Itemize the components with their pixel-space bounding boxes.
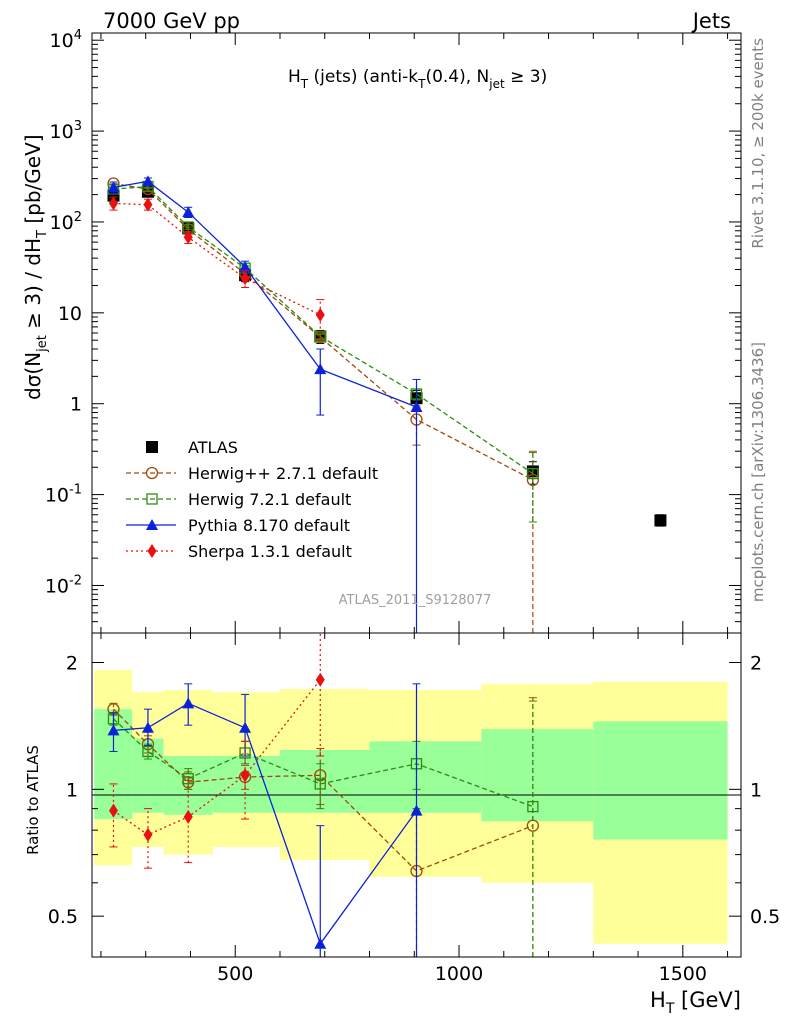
ratio-point-herwig-7-2-1-default xyxy=(182,773,194,785)
ratio-point-sherpa-1-3-1-default xyxy=(143,827,153,842)
ratio-point-pythia-8-170-default xyxy=(107,724,120,736)
main-point-pythia-8-170-default xyxy=(239,260,252,272)
main-line-pythia-8-170-default xyxy=(113,180,417,408)
main-point-sherpa-1-3-1-default xyxy=(315,307,325,322)
ratio-point-sherpa-1-3-1-default xyxy=(108,803,118,818)
legend-entry-herwig-7-2-1-default: Herwig 7.2.1 default xyxy=(126,490,351,509)
main-panel: 10-2 10-1 1 10 102 103 104 HT (jets) (anti-kT(… xyxy=(21,28,742,634)
main-point-pythia-8-170-default xyxy=(107,181,120,193)
ratio-uncertainty-bands xyxy=(94,669,728,944)
main-y-tick-label: 103 xyxy=(50,119,82,143)
ratio-series-group xyxy=(107,632,540,958)
collision-label: 7000 GeV pp xyxy=(103,9,240,33)
main-y-tick-label: 10 xyxy=(58,303,82,325)
main-y-tick-label: 10-1 xyxy=(45,483,82,507)
legend-label-pythia-8-170-default: Pythia 8.170 default xyxy=(188,516,350,535)
ratio-band-green xyxy=(593,721,728,840)
main-y-axis-ticks: 10-2 10-1 1 10 102 103 104 xyxy=(45,28,741,634)
main-point-sherpa-1-3-1-default xyxy=(143,197,153,212)
ratio-panel: 0.5 0.5 1 1 2 2 500 1000 1500 Ratio to ATLAS xyxy=(24,632,780,985)
legend-entry-atlas: ATLAS xyxy=(146,438,238,457)
x-tick-label: 1500 xyxy=(659,963,707,985)
main-point-pythia-8-170-default xyxy=(182,206,195,218)
legend-entry-pythia-8-170-default: Pythia 8.170 default xyxy=(126,516,350,535)
ratio-band-green xyxy=(212,755,280,813)
legend-marker-atlas xyxy=(146,441,158,453)
legend-marker-sherpa-1-3-1-default xyxy=(147,544,157,558)
ratio-y-tick-label-left: 0.5 xyxy=(48,906,78,928)
main-point-sherpa-1-3-1-default xyxy=(240,271,250,286)
ratio-point-pythia-8-170-default xyxy=(182,697,195,709)
ratio-point-pythia-8-170-default xyxy=(410,804,423,816)
main-point-pythia-8-170-default xyxy=(314,363,327,375)
ratio-band-green xyxy=(369,741,482,813)
x-tick-label: 500 xyxy=(217,963,253,985)
ratio-y-axis-label: Ratio to ATLAS xyxy=(24,745,42,855)
main-point-atlas xyxy=(654,514,667,527)
ratio-series-sherpa-1-3-1-default xyxy=(108,632,325,869)
legend-label-sherpa-1-3-1-default: Sherpa 1.3.1 default xyxy=(188,542,352,561)
main-series-sherpa-1-3-1-default xyxy=(108,196,325,340)
ratio-point-pythia-8-170-default xyxy=(239,721,252,733)
main-series-pythia-8-170-default xyxy=(107,175,423,634)
legend-label-atlas: ATLAS xyxy=(188,438,238,457)
main-y-axis-label: dσ(Njet ≥ 3) / dHT [pb/GeV] xyxy=(21,134,50,400)
ratio-point-herwig-7-2-1-default xyxy=(527,800,539,813)
main-series-group xyxy=(107,175,667,634)
ratio-series-pythia-8-170-default xyxy=(107,683,423,958)
analysis-id: ATLAS_2011_S9128077 xyxy=(339,593,492,608)
ratio-plot-frame xyxy=(91,632,742,958)
x-axis-label: HT [GeV] xyxy=(650,988,741,1017)
legend-entry-herwig-2-7-1-default: Herwig++ 2.7.1 default xyxy=(126,464,378,483)
ratio-y-tick-label-right: 0.5 xyxy=(750,906,780,928)
legend-label-herwig-2-7-1-default: Herwig++ 2.7.1 default xyxy=(188,464,378,483)
legend: ATLAS Herwig++ 2.7.1 default Herwig 7.2.1 … xyxy=(126,438,378,561)
ratio-point-pythia-8-170-default xyxy=(141,721,154,733)
main-y-tick-label: 10-2 xyxy=(45,573,82,597)
main-point-pythia-8-170-default xyxy=(410,401,423,413)
legend-marker-herwig-2-7-1-default xyxy=(145,466,159,480)
main-point-herwig-7-2-1-default xyxy=(314,330,326,343)
x-tick-label: 1000 xyxy=(435,963,483,985)
main-point-sherpa-1-3-1-default xyxy=(108,196,118,211)
main-point-herwig-7-2-1-default xyxy=(527,468,539,480)
ratio-y-tick-label-right: 1 xyxy=(750,779,762,801)
ratio-point-pythia-8-170-default xyxy=(314,937,327,949)
rivet-version-label: Rivet 3.1.10, ≥ 200k events xyxy=(749,38,767,249)
ratio-axis-ticks: 0.5 0.5 1 1 2 2 500 1000 1500 xyxy=(48,633,780,985)
legend-marker-herwig-7-2-1-default xyxy=(146,493,158,505)
ratio-y-tick-label-left: 1 xyxy=(66,779,78,801)
legend-label-herwig-7-2-1-default: Herwig 7.2.1 default xyxy=(188,490,351,509)
ratio-y-tick-label-left: 2 xyxy=(66,653,78,675)
main-y-tick-label: 104 xyxy=(50,28,82,52)
ratio-point-sherpa-1-3-1-default xyxy=(183,809,193,824)
ratio-point-sherpa-1-3-1-default xyxy=(240,768,250,783)
main-y-tick-label: 1 xyxy=(70,394,82,416)
mcplots-reference-label: mcplots.cern.ch [arXiv:1306.3436] xyxy=(749,342,767,602)
legend-entry-sherpa-1-3-1-default: Sherpa 1.3.1 default xyxy=(126,542,352,561)
main-y-tick-label: 102 xyxy=(50,210,82,234)
main-point-pythia-8-170-default xyxy=(141,175,154,187)
ratio-point-sherpa-1-3-1-default xyxy=(315,672,325,687)
main-point-sherpa-1-3-1-default xyxy=(183,230,193,245)
ratio-point-herwig-7-2-1-default xyxy=(142,745,154,758)
jets-label: Jets xyxy=(691,9,731,33)
ratio-point-herwig-7-2-1-default xyxy=(314,778,326,790)
legend-marker-pythia-8-170-default xyxy=(146,519,158,530)
plot-title: HT (jets) (anti-kT(0.4), Njet ≥ 3) xyxy=(288,67,547,91)
main-point-atlas xyxy=(107,189,120,202)
ratio-line-pythia-8-170-default xyxy=(113,702,418,946)
ratio-y-tick-label-right: 2 xyxy=(750,653,762,675)
